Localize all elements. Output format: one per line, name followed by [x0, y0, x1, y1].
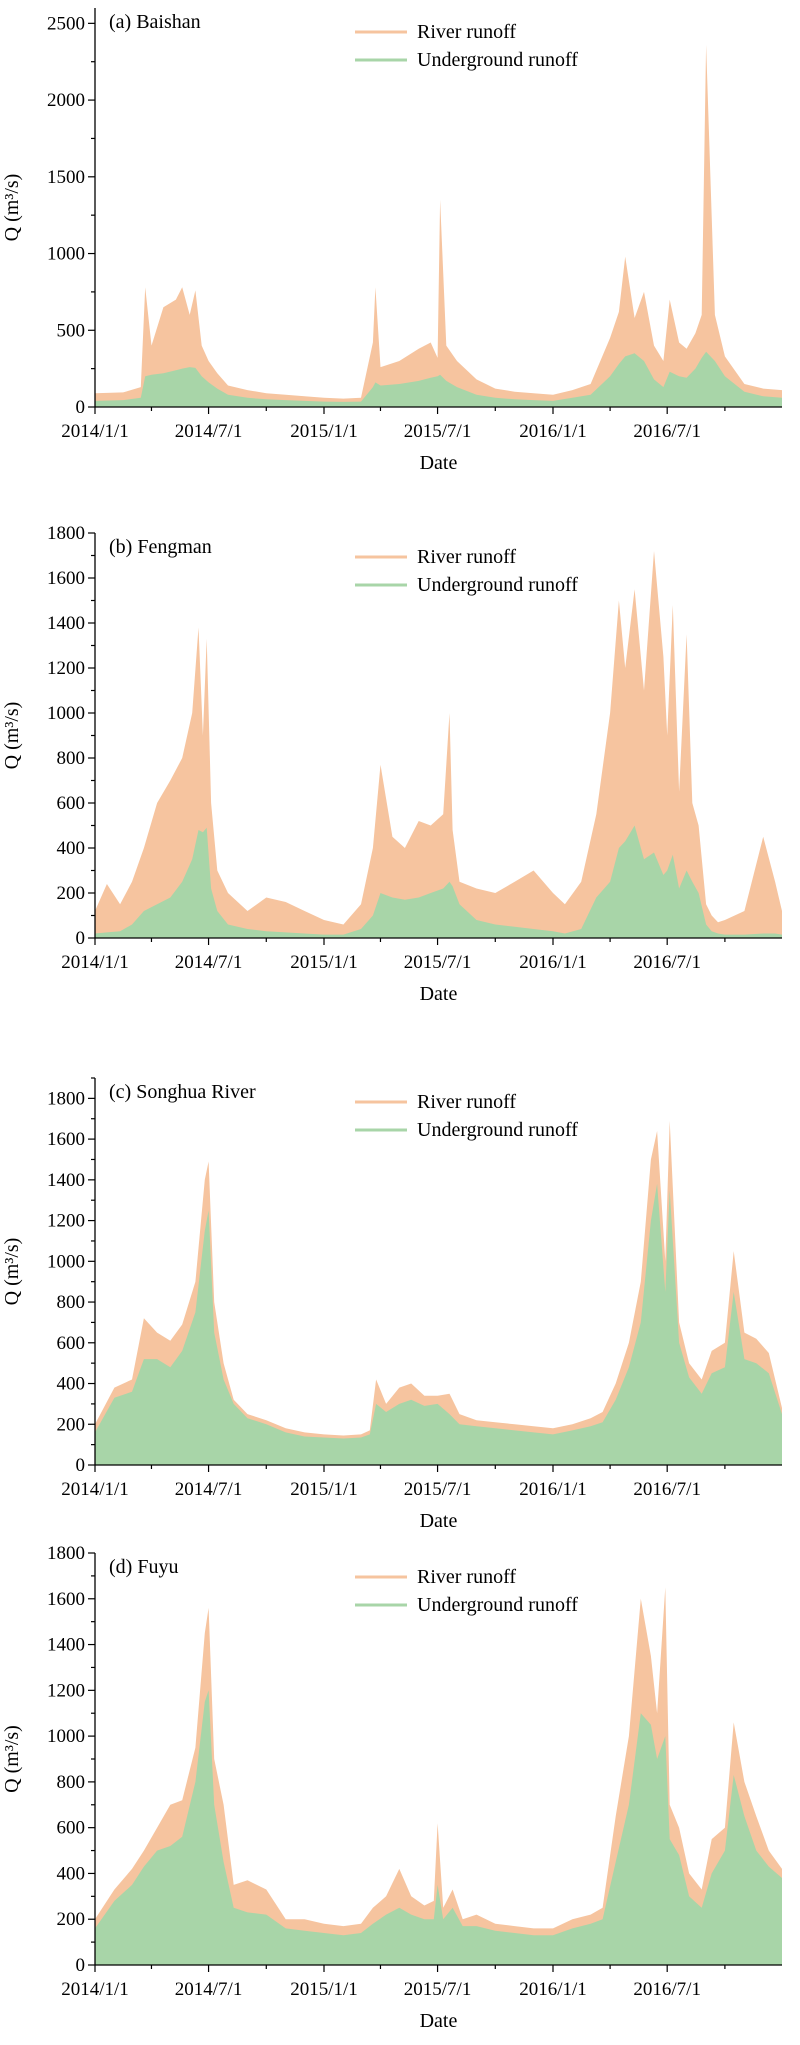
panel-title: (c) Songhua River [109, 1081, 256, 1103]
y-tick-label: 0 [76, 397, 86, 418]
x-tick-label: 2016/7/1 [633, 952, 701, 973]
y-axis-title: Q (m³/s) [1, 1725, 23, 1793]
y-tick-label: 400 [57, 1374, 86, 1395]
y-axis-title: Q (m³/s) [1, 174, 23, 242]
y-tick-label: 1800 [47, 1088, 85, 1109]
y-tick-label: 800 [57, 1772, 86, 1793]
y-tick-label: 0 [76, 928, 86, 949]
x-tick-label: 2014/1/1 [61, 1479, 129, 1500]
y-tick-label: 1600 [47, 568, 85, 589]
legend-label-underground: Underground runoff [417, 1119, 578, 1141]
y-tick-label: 800 [57, 1292, 86, 1313]
panel-title: (b) Fengman [109, 536, 212, 558]
chart-panel-2: 0 200 400 600 800 1000 1200 1400 1600 1800 2014/1/… [1, 523, 782, 1005]
x-tick-label: 2015/1/1 [290, 421, 358, 442]
x-tick-label: 2015/7/1 [404, 952, 472, 973]
x-tick-label: 2015/1/1 [290, 1979, 358, 2000]
y-tick-label: 1200 [47, 658, 85, 679]
x-tick-label: 2016/7/1 [633, 1479, 701, 1500]
underground-runoff-area [95, 351, 782, 407]
panel-title: (a) Baishan [109, 11, 201, 33]
x-tick-label: 2016/1/1 [519, 1479, 587, 1500]
y-tick-label: 1400 [47, 1635, 85, 1656]
y-tick-label: 1400 [47, 613, 85, 634]
x-axis-title: Date [420, 1510, 458, 1532]
y-tick-label: 0 [76, 1455, 86, 1476]
legend-label-underground: Underground runoff [417, 574, 578, 596]
y-tick-label: 1800 [47, 1543, 85, 1564]
legend-label-river: River runoff [417, 1566, 516, 1588]
y-tick-label: 0 [76, 1955, 86, 1976]
y-tick-label: 200 [57, 1909, 86, 1930]
y-tick-label: 1600 [47, 1129, 85, 1150]
underground-runoff-area [95, 1183, 782, 1465]
x-tick-label: 2014/7/1 [175, 1479, 243, 1500]
legend-label-river: River runoff [417, 546, 516, 568]
river-runoff-area [95, 44, 782, 408]
legend-label-underground: Underground runoff [417, 49, 578, 71]
y-tick-label: 200 [57, 1414, 86, 1435]
y-tick-label: 800 [57, 748, 86, 769]
x-tick-label: 2014/1/1 [61, 421, 129, 442]
y-tick-label: 400 [57, 838, 86, 859]
river-runoff-area [95, 1587, 782, 1965]
y-tick-label: 2500 [47, 13, 85, 34]
x-tick-label: 2016/7/1 [633, 421, 701, 442]
panel-title: (d) Fuyu [109, 1556, 178, 1578]
x-tick-label: 2016/1/1 [519, 952, 587, 973]
legend-label-underground: Underground runoff [417, 1594, 578, 1616]
y-tick-label: 600 [57, 1818, 86, 1839]
y-tick-label: 1400 [47, 1170, 85, 1191]
y-tick-label: 1500 [47, 167, 85, 188]
river-runoff-area [95, 551, 782, 938]
underground-runoff-area [95, 825, 782, 938]
y-tick-label: 400 [57, 1863, 86, 1884]
y-tick-label: 600 [57, 793, 86, 814]
x-tick-label: 2015/1/1 [290, 1479, 358, 1500]
x-tick-label: 2014/1/1 [61, 952, 129, 973]
x-axis-title: Date [420, 983, 458, 1005]
y-tick-label: 500 [57, 320, 86, 341]
x-axis-title: Date [420, 452, 458, 474]
x-tick-label: 2016/1/1 [519, 421, 587, 442]
y-tick-label: 1000 [47, 1251, 85, 1272]
chart-panel-1: 0 500 1000 1500 2000 2500 2014/1/1 2014/7/1 2015… [1, 8, 782, 474]
x-tick-label: 2016/1/1 [519, 1979, 587, 2000]
y-tick-label: 1200 [47, 1680, 85, 1701]
x-tick-label: 2015/1/1 [290, 952, 358, 973]
x-tick-label: 2015/7/1 [404, 1979, 472, 2000]
y-tick-label: 600 [57, 1333, 86, 1354]
y-tick-label: 1000 [47, 244, 85, 265]
x-tick-label: 2015/7/1 [404, 421, 472, 442]
x-tick-label: 2014/7/1 [175, 952, 243, 973]
legend-label-river: River runoff [417, 21, 516, 43]
x-axis-title: Date [420, 2010, 458, 2032]
y-tick-label: 1000 [47, 1726, 85, 1747]
underground-runoff-area [95, 1690, 782, 1965]
x-tick-label: 2014/1/1 [61, 1979, 129, 2000]
y-tick-label: 200 [57, 883, 86, 904]
x-tick-label: 2014/7/1 [175, 1979, 243, 2000]
y-tick-label: 1200 [47, 1211, 85, 1232]
y-axis-title: Q (m³/s) [1, 1238, 23, 1306]
chart-panel-4: 0 200 400 600 800 1000 1200 1400 1600 1800 2014/1/… [1, 1543, 782, 2032]
chart-panel-3: 0 200 400 600 800 1000 1200 1400 1600 1800 2014/1/… [1, 1077, 782, 1532]
y-tick-label: 1600 [47, 1589, 85, 1610]
y-axis-title: Q (m³/s) [1, 702, 23, 770]
x-tick-label: 2016/7/1 [633, 1979, 701, 2000]
x-tick-label: 2014/7/1 [175, 421, 243, 442]
x-tick-label: 2015/7/1 [404, 1479, 472, 1500]
y-tick-label: 1800 [47, 523, 85, 544]
y-tick-label: 1000 [47, 703, 85, 724]
legend-label-river: River runoff [417, 1091, 516, 1113]
y-tick-label: 2000 [47, 90, 85, 111]
